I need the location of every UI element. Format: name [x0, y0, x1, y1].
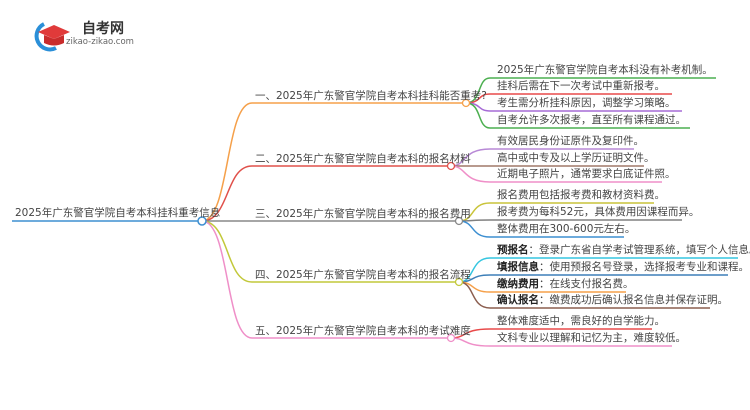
- leaf-connector: [450, 337, 672, 347]
- branch-node-circle: [454, 277, 464, 287]
- leaf-node[interactable]: 挂科后需在下一次考试中重新报考。: [497, 79, 665, 93]
- leaf-node[interactable]: 2025年广东警官学院自考本科没有补考机制。: [497, 63, 713, 77]
- branch-node-circle: [461, 98, 471, 108]
- branch-node[interactable]: 一、2025年广东警官学院自考本科挂科能否重考?: [255, 90, 487, 102]
- branch-connector: [201, 220, 447, 339]
- leaf-connector: [465, 102, 690, 129]
- leaf-text: 报考费为每科52元，具体费用因课程而异。: [497, 206, 700, 218]
- leaf-text: 整体难度适中，需良好的自学能力。: [497, 315, 665, 327]
- leaf-connector: [458, 220, 624, 238]
- leaf-keyword: 确认报名: [497, 294, 539, 306]
- leaf-keyword: 缴纳费用: [497, 278, 539, 290]
- leaf-connector: [458, 219, 682, 222]
- leaf-node[interactable]: 自考允许多次报考，直至所有课程通过。: [497, 113, 686, 127]
- root-node-circle: [197, 216, 207, 226]
- leaf-node[interactable]: 确认报名：缴费成功后确认报名信息并保存证明。: [497, 293, 728, 307]
- leaf-connector: [450, 165, 662, 183]
- leaf-node[interactable]: 整体费用在300-600元左右。: [497, 222, 635, 236]
- leaf-node[interactable]: 报考费为每科52元，具体费用因课程而异。: [497, 205, 699, 219]
- branch-connector: [201, 165, 447, 222]
- branch-node[interactable]: 四、2025年广东警官学院自考本科的报名流程: [255, 269, 471, 281]
- leaf-node[interactable]: 预报名：登录广东省自学考试管理系统，填写个人信息。: [497, 243, 750, 257]
- leaf-text: 文科专业以理解和记忆为主，难度较低。: [497, 332, 686, 344]
- branch-node-circle: [454, 216, 464, 226]
- branch-connector: [201, 102, 462, 222]
- branch-node[interactable]: 三、2025年广东警官学院自考本科的报名费用: [255, 208, 471, 220]
- leaf-text: 整体费用在300-600元左右。: [497, 223, 636, 235]
- logo-url: zikao-zikao.com: [66, 37, 134, 47]
- branch-node[interactable]: 二、2025年广东警官学院自考本科的报名材料: [255, 153, 471, 165]
- leaf-text: 高中或中专及以上学历证明文件。: [497, 152, 655, 164]
- leaf-keyword: 预报名: [497, 244, 529, 256]
- leaf-node[interactable]: 有效居民身份证原件及复印件。: [497, 134, 644, 148]
- leaf-node[interactable]: 整体难度适中，需良好的自学能力。: [497, 314, 665, 328]
- leaf-node[interactable]: 考生需分析挂科原因，调整学习策略。: [497, 96, 676, 110]
- leaf-connector: [458, 281, 710, 309]
- branch-node-circle: [446, 161, 456, 171]
- leaf-text: ：缴费成功后确认报名信息并保存证明。: [539, 294, 728, 306]
- leaf-text: ：登录广东省自学考试管理系统，填写个人信息。: [528, 244, 750, 256]
- leaf-text: 报名费用包括报考费和教材资料费。: [497, 189, 665, 201]
- branch-node-circle: [446, 333, 456, 343]
- leaf-node[interactable]: 报名费用包括报考费和教材资料费。: [497, 188, 665, 202]
- leaf-node[interactable]: 近期电子照片，通常要求白底证件照。: [497, 167, 676, 181]
- leaf-text: 近期电子照片，通常要求白底证件照。: [497, 168, 676, 180]
- leaf-text: ：在线支付报名费。: [539, 278, 634, 290]
- leaf-text: 有效居民身份证原件及复印件。: [497, 135, 644, 147]
- logo: 自考网 zikao-zikao.com: [30, 18, 170, 52]
- leaf-node[interactable]: 填报信息：使用预报名号登录，选择报考专业和课程。: [497, 260, 749, 274]
- graduation-cap-logo-icon: [34, 22, 70, 52]
- root-node[interactable]: 2025年广东警官学院自考本科挂科重考信息: [15, 207, 221, 219]
- leaf-text: 2025年广东警官学院自考本科没有补考机制。: [497, 64, 713, 76]
- logo-title: 自考网: [82, 21, 124, 37]
- leaf-keyword: 填报信息: [497, 261, 539, 273]
- branch-node[interactable]: 五、2025年广东警官学院自考本科的考试难度: [255, 325, 471, 337]
- leaf-text: 考生需分析挂科原因，调整学习策略。: [497, 97, 676, 109]
- leaf-text: 挂科后需在下一次考试中重新报考。: [497, 80, 665, 92]
- leaf-node[interactable]: 高中或中专及以上学历证明文件。: [497, 151, 655, 165]
- leaf-text: 自考允许多次报考，直至所有课程通过。: [497, 114, 686, 126]
- leaf-text: ：使用预报名号登录，选择报考专业和课程。: [539, 261, 749, 273]
- leaf-node[interactable]: 文科专业以理解和记忆为主，难度较低。: [497, 331, 686, 345]
- branch-connector: [201, 220, 455, 283]
- leaf-node[interactable]: 缴纳费用：在线支付报名费。: [497, 277, 634, 291]
